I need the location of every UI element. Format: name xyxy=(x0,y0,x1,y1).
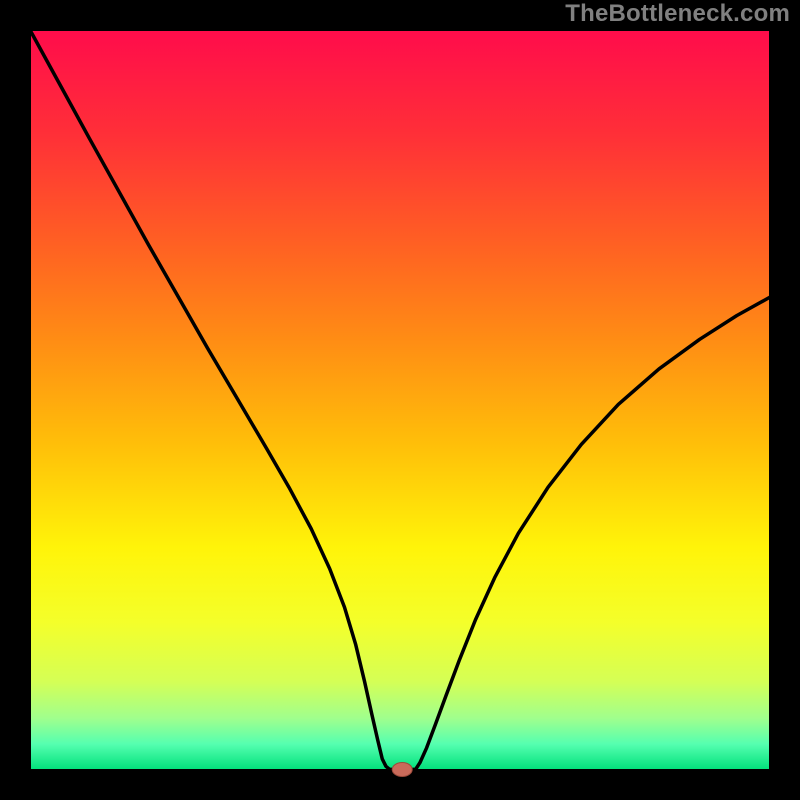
chart-container: TheBottleneck.com xyxy=(0,0,800,800)
bottleneck-chart xyxy=(0,0,800,800)
min-marker xyxy=(392,762,412,776)
plot-background xyxy=(30,30,770,770)
